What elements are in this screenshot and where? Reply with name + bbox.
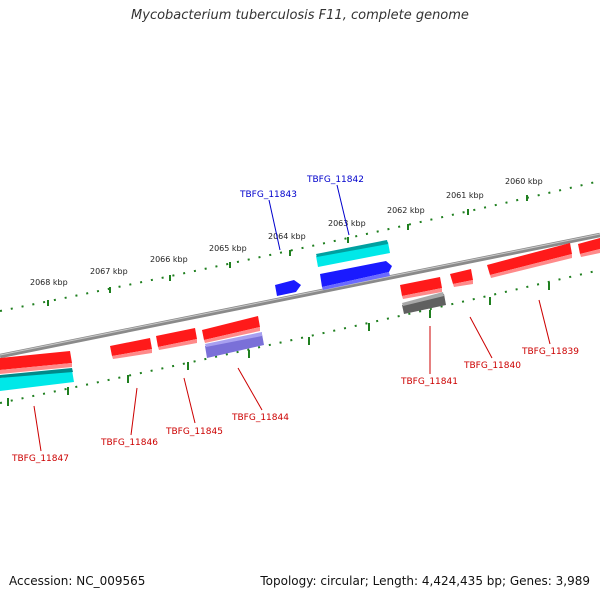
forward-genes [0,238,600,391]
gene-arrow-shadow [580,249,600,257]
gene-arrow-shadow [490,254,572,278]
gene-arrow-shadow [204,327,260,343]
gene-arrow [400,277,442,296]
gene-arrow [487,243,572,275]
label-leader [33,405,42,452]
gene-arrow [402,294,446,314]
label-leader [469,316,493,359]
genome-backbone [0,232,600,359]
gene-arrow-shadow [453,280,473,287]
gene-arrow-shadow [316,240,388,257]
gene-arrow-shadow [0,368,73,378]
gene-arrow-shadow [205,332,262,347]
gene-label: TBFG_11839 [521,347,579,357]
gene-label: TBFG_11845 [165,427,223,437]
gene-arrow [320,261,392,287]
upper-ruler: 2068 kbp 2067 kbp 2066 kbp 2065 kbp 2064… [0,177,600,312]
gene-arrow [450,269,473,284]
label-leader [183,377,196,424]
gene-label: TBFG_11842 [306,175,364,185]
lower-ruler [0,269,600,406]
gene-arrow [205,334,264,358]
ruler-label: 2063 kbp [328,219,366,228]
gene-label: TBFG_11841 [400,377,458,387]
gene-arrow [110,338,152,356]
label-leader [130,387,138,436]
genome-backbone-highlight [0,233,600,356]
ruler-label: 2061 kbp [446,191,484,200]
gene-arrow-shadow [0,363,72,374]
label-leader [268,199,281,251]
upper-ruler-ticks [47,195,528,306]
gene-arrow [0,370,74,391]
gene-label: TBFG_11846 [100,438,158,448]
gene-arrow [275,280,301,296]
gene-arrow-shadow [158,339,197,350]
gene-arrow-shadow [322,272,390,290]
ruler-label: 2066 kbp [150,255,188,264]
label-leaders [33,184,551,452]
accession-text: Accession: NC_009565 [9,574,146,588]
lower-ruler-ticks [7,282,550,406]
gene-label: TBFG_11843 [239,190,297,200]
gene-arrow [156,328,197,347]
label-leader [336,184,350,236]
genome-stats-text: Topology: circular; Length: 4,424,435 bp… [260,574,590,588]
map-title: Mycobacterium tuberculosis F11, complete… [131,8,469,23]
gene-label: TBFG_11840 [463,361,521,371]
gene-arrow [316,242,390,267]
label-leader [237,367,263,411]
gene-arrow [202,316,260,340]
ruler-label: 2062 kbp [387,206,425,215]
gene-arrow [0,351,72,370]
gene-arrow-shadow [402,292,444,306]
reverse-genes [110,316,264,359]
ruler-label: 2060 kbp [505,177,543,186]
gene-labels: TBFG_11847 TBFG_11846 TBFG_11845 TBFG_11… [11,175,579,464]
ruler-label: 2064 kbp [268,232,306,241]
ruler-label: 2065 kbp [209,244,247,253]
gene-arrow-shadow [402,288,442,299]
gene-label: TBFG_11847 [11,454,69,464]
lower-ruler-line [0,269,600,404]
gene-arrow-shadow [112,349,152,359]
gene-label: TBFG_11844 [231,413,289,423]
label-leader [538,299,551,345]
ruler-label: 2068 kbp [30,278,68,287]
gene-arrow [578,238,600,254]
upper-ruler-line [0,180,600,312]
ruler-label: 2067 kbp [90,267,128,276]
